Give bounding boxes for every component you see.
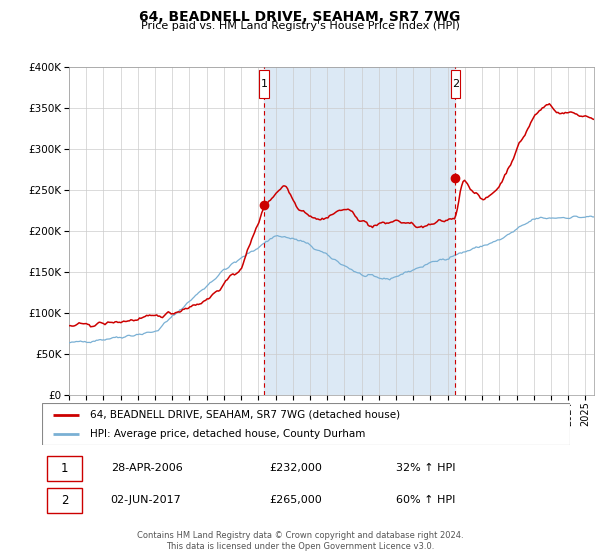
Bar <box>264 67 455 395</box>
Text: 1: 1 <box>61 462 68 475</box>
Text: 60% ↑ HPI: 60% ↑ HPI <box>396 495 455 505</box>
Text: 1: 1 <box>260 80 268 90</box>
Text: 32% ↑ HPI: 32% ↑ HPI <box>396 464 455 473</box>
Text: Price paid vs. HM Land Registry's House Price Index (HPI): Price paid vs. HM Land Registry's House … <box>140 21 460 31</box>
Text: 02-JUN-2017: 02-JUN-2017 <box>110 495 181 505</box>
Text: £265,000: £265,000 <box>269 495 322 505</box>
Text: 2: 2 <box>61 494 68 507</box>
Bar <box>47 488 82 513</box>
Text: Contains HM Land Registry data © Crown copyright and database right 2024.: Contains HM Land Registry data © Crown c… <box>137 531 463 540</box>
Bar <box>47 456 82 481</box>
Text: This data is licensed under the Open Government Licence v3.0.: This data is licensed under the Open Gov… <box>166 542 434 550</box>
Text: 28-APR-2006: 28-APR-2006 <box>110 464 182 473</box>
FancyBboxPatch shape <box>259 71 269 99</box>
FancyBboxPatch shape <box>451 71 460 99</box>
Text: 64, BEADNELL DRIVE, SEAHAM, SR7 7WG: 64, BEADNELL DRIVE, SEAHAM, SR7 7WG <box>139 10 461 24</box>
Text: 64, BEADNELL DRIVE, SEAHAM, SR7 7WG (detached house): 64, BEADNELL DRIVE, SEAHAM, SR7 7WG (det… <box>89 410 400 420</box>
Text: 2: 2 <box>452 80 459 90</box>
Text: £232,000: £232,000 <box>269 464 322 473</box>
Text: HPI: Average price, detached house, County Durham: HPI: Average price, detached house, Coun… <box>89 430 365 439</box>
